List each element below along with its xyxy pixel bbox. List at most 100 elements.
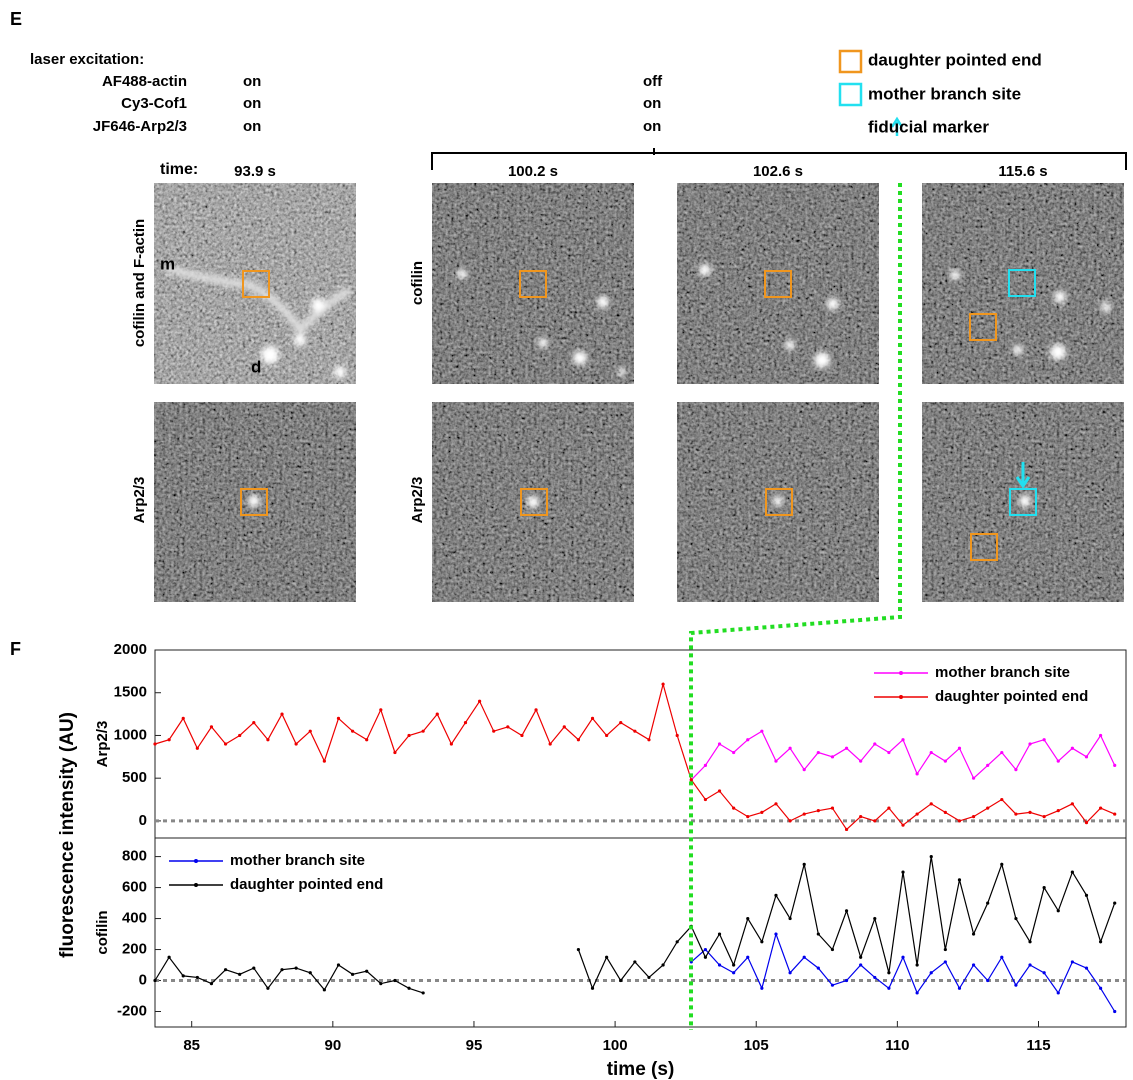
data-point <box>802 812 806 816</box>
data-point <box>943 960 947 964</box>
legend-label: daughter pointed end <box>230 876 383 893</box>
data-point <box>957 746 962 750</box>
data-point <box>887 986 891 990</box>
time: 100.2 s <box>508 163 558 180</box>
data-point <box>901 870 905 874</box>
data-point <box>859 759 863 763</box>
data-point <box>717 932 722 936</box>
data-point <box>943 947 947 952</box>
data-point <box>393 978 397 983</box>
data-point <box>774 932 778 936</box>
data-point <box>209 725 214 729</box>
data-point <box>1070 746 1074 750</box>
data-point <box>238 733 242 738</box>
data-point <box>280 712 284 716</box>
data-point <box>308 971 312 975</box>
data-point <box>746 738 750 742</box>
x-tick-label: 105 <box>744 1037 769 1054</box>
x-tick-label: 115 <box>1026 1037 1050 1054</box>
legend-label: mother branch site <box>935 664 1070 681</box>
data-point <box>252 721 256 725</box>
row-label: Arp2/3 <box>131 477 148 524</box>
data-point <box>830 806 835 810</box>
data-point <box>873 742 877 746</box>
roi-boxes <box>240 269 1037 561</box>
data-point <box>1098 806 1103 810</box>
micrographs <box>154 49 1127 602</box>
data-point <box>802 955 806 959</box>
data-point <box>195 975 199 980</box>
data-point <box>1014 916 1018 921</box>
time: 93.9 s <box>234 163 276 180</box>
image-label: d <box>251 357 261 376</box>
data-point <box>915 991 919 995</box>
image-label: m <box>160 254 175 273</box>
laser-state: on <box>643 118 661 135</box>
data-point <box>1056 991 1060 995</box>
data-point <box>153 742 157 746</box>
laser-name: JF646-Arp2/3 <box>93 118 187 135</box>
data-point <box>873 819 877 823</box>
x-label: time (s) <box>607 1059 675 1080</box>
data-point <box>238 972 242 976</box>
data-point <box>887 971 891 975</box>
data-point <box>986 806 990 810</box>
data-point <box>365 738 369 742</box>
data-point <box>703 763 708 767</box>
data-point <box>675 940 679 944</box>
panel-label: E <box>10 9 22 29</box>
data-point <box>873 975 877 980</box>
data-point <box>1098 940 1103 944</box>
data-point <box>181 716 185 720</box>
data-point <box>703 955 708 959</box>
data-point <box>1042 738 1046 742</box>
data-point <box>1000 862 1004 866</box>
data-point <box>633 960 637 964</box>
data-point <box>393 750 397 755</box>
data-point <box>167 738 171 742</box>
y-tick-label: 400 <box>122 910 147 927</box>
data-point <box>844 746 849 750</box>
data-point <box>957 819 962 823</box>
data-point <box>350 729 355 733</box>
data-point <box>322 759 326 763</box>
laser-state: on <box>643 95 661 112</box>
data-point <box>703 797 708 802</box>
data-point <box>294 742 298 746</box>
y-tick-label: 800 <box>122 848 147 865</box>
data-point <box>590 986 595 990</box>
data-point <box>859 815 863 819</box>
data-point <box>1113 1009 1117 1014</box>
data-point <box>788 819 792 823</box>
data-point <box>717 742 722 746</box>
data-point <box>816 966 820 970</box>
data-point <box>760 810 764 814</box>
legend-label: daughter pointed end <box>935 688 1088 705</box>
data-point <box>252 966 256 970</box>
data-point <box>1084 821 1089 825</box>
data-point <box>407 986 411 990</box>
data-point <box>421 991 425 995</box>
legend-label: fiducial marker <box>868 117 989 136</box>
data-point <box>746 815 750 819</box>
data-point <box>915 772 919 776</box>
data-point <box>986 978 990 983</box>
data-point <box>1042 885 1046 890</box>
data-point <box>590 716 595 720</box>
x-tick-label: 90 <box>324 1037 341 1054</box>
x-tick-label: 85 <box>183 1037 200 1054</box>
data-point <box>181 974 185 978</box>
data-point <box>506 725 510 729</box>
data-point <box>816 809 820 813</box>
data-point <box>336 716 341 720</box>
legend-box <box>163 846 413 900</box>
data-point <box>633 729 637 733</box>
data-point <box>223 968 228 972</box>
data-point <box>266 986 270 990</box>
legend-label: daughter pointed end <box>868 50 1042 69</box>
y-tick-label: 500 <box>122 769 147 786</box>
data-point <box>732 806 736 810</box>
data-point <box>887 806 891 810</box>
y-tick-label: -200 <box>117 1002 147 1019</box>
data-point <box>266 738 270 742</box>
